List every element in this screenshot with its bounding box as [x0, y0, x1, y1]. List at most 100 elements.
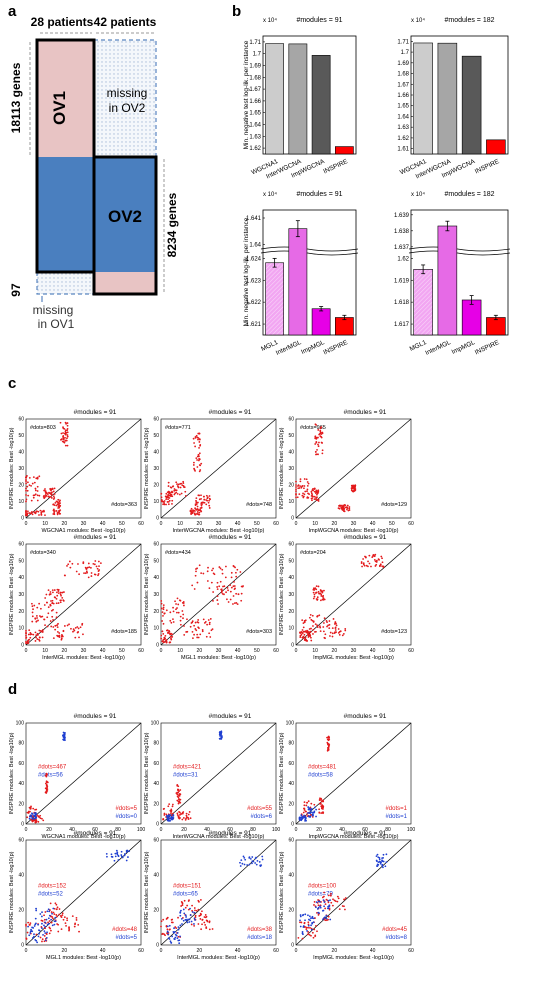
scatter-point: [35, 939, 38, 942]
scatter-point: [302, 496, 305, 499]
scatter-point: [243, 856, 246, 859]
scatter-point: [173, 930, 176, 933]
scatter-point: [261, 855, 264, 858]
scatter-point: [300, 486, 303, 489]
scatter-point: [75, 916, 78, 919]
bar: [288, 43, 308, 155]
scatter-point: [36, 941, 39, 944]
y-tick-label: 20: [288, 483, 294, 489]
y-tick-label: 80: [18, 741, 24, 747]
scatter-point: [297, 936, 300, 939]
scatter-point: [312, 597, 315, 600]
scatter-point: [314, 435, 317, 438]
scatter-point: [84, 572, 87, 575]
scatter-point: [175, 481, 178, 484]
scatter-point: [299, 919, 301, 922]
scatter-point: [323, 895, 325, 898]
scatter-point: [299, 485, 302, 487]
scatter-point: [317, 498, 320, 501]
scatter-point: [338, 507, 341, 510]
scatter-point: [195, 629, 198, 632]
y-tick-label: 10: [18, 499, 24, 505]
annotation-top: #dots=965: [300, 425, 326, 431]
scatter-point: [182, 480, 185, 483]
scatter-point: [208, 921, 211, 924]
scatter-point: [327, 749, 329, 751]
scatter-point: [304, 913, 307, 916]
scatter-point: [313, 901, 316, 903]
scatter-point: [302, 913, 305, 916]
scatter-point: [198, 498, 201, 501]
scatter-point: [219, 737, 222, 740]
x-tick-label: 40: [69, 827, 75, 833]
scatter-point: [198, 564, 201, 567]
scatter-point: [327, 624, 330, 627]
y-tick-label: 10: [18, 626, 24, 632]
scatter-point: [317, 590, 320, 593]
scatter-point: [180, 492, 183, 495]
scatter-point: [76, 626, 79, 628]
y-tick-label: 40: [18, 575, 24, 581]
scatter-point: [32, 496, 35, 499]
scatter-point: [29, 815, 32, 818]
scatter-point: [314, 935, 317, 938]
scatter-point: [74, 636, 77, 639]
scatter-point: [167, 485, 170, 487]
scatter-point: [217, 603, 219, 605]
scatter-point: [31, 511, 33, 513]
scatter-point: [306, 484, 309, 487]
scatter-point: [76, 631, 79, 634]
y-tick-label: 0: [291, 943, 294, 949]
scatter-point: [167, 937, 170, 940]
scatter-point: [160, 920, 163, 923]
scatter-point: [61, 914, 64, 917]
scatter-point: [53, 510, 56, 512]
panel-label-a: a: [8, 3, 17, 20]
scatter-point: [110, 853, 113, 856]
scatter-point: [307, 631, 310, 634]
scatter-point: [74, 626, 77, 629]
scatter-point: [62, 432, 64, 434]
scatter-point: [65, 439, 67, 442]
scatter-point: [195, 503, 198, 505]
scatter-xlabel: WGCNA1 modules: Best -log10(p): [41, 528, 125, 534]
scatter-point: [172, 485, 175, 487]
bar-exponent: x 10⁴: [263, 191, 277, 198]
x-tick-label: 100: [272, 827, 281, 833]
scatter-point: [121, 856, 124, 859]
scatter-point: [61, 596, 64, 599]
y-tick-label: 1.67: [249, 87, 261, 93]
scatter-point: [38, 629, 41, 632]
scatter-point: [323, 901, 326, 904]
scatter-point: [318, 592, 320, 595]
scatter-point: [333, 632, 336, 635]
scatter-point: [208, 504, 211, 507]
scatter-point: [189, 907, 191, 910]
scatter-point: [179, 935, 181, 938]
scatter-point: [220, 588, 223, 591]
scatter-point: [320, 798, 323, 801]
scatter-title: #modules = 91: [344, 534, 387, 541]
scatter-point: [328, 623, 331, 626]
scatter-point: [301, 619, 304, 622]
y-tick-label: 1.71: [397, 39, 409, 45]
scatter-point: [165, 629, 168, 632]
x-tick-label: 60: [273, 648, 279, 654]
scatter-point: [51, 912, 53, 915]
scatter-point: [315, 496, 318, 499]
scatter-point: [306, 629, 309, 632]
scatter-point: [77, 627, 80, 630]
annotation-red-bottom: #dots=48: [112, 927, 138, 933]
scatter-point: [381, 857, 384, 860]
y-tick-label: 20: [288, 801, 294, 807]
scatter-point: [191, 630, 194, 633]
scatter-point: [319, 905, 321, 908]
scatter-point: [198, 432, 201, 435]
y-tick-label: 1.641: [246, 216, 262, 222]
scatter-point: [299, 816, 302, 819]
x-tick-label: ImpMGL: [300, 339, 326, 356]
scatter-point: [175, 927, 178, 930]
y-tick-label: 10: [288, 499, 294, 505]
scatter-point: [179, 817, 181, 819]
